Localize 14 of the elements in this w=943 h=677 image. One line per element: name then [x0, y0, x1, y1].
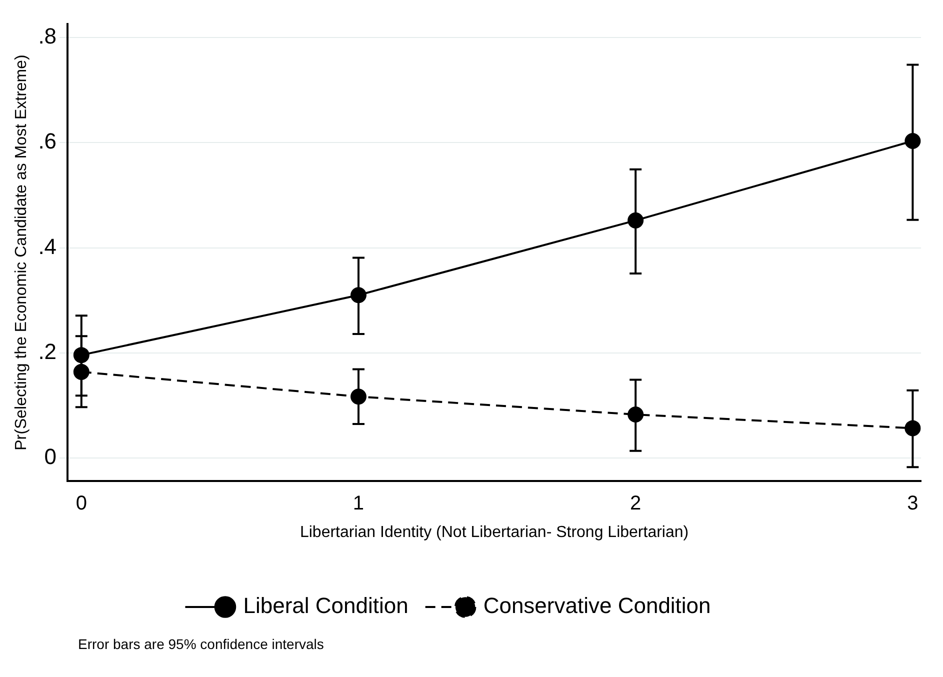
y-tick-label: 0 — [44, 444, 57, 470]
x-axis-title: Libertarian Identity (Not Libertarian- Strong Libertarian) — [300, 524, 689, 541]
x-tick-label: 1 — [352, 492, 364, 514]
y-tick-label: .4 — [38, 234, 57, 259]
legend-label: Liberal Condition — [243, 593, 408, 618]
y-axis-title: Pr(Selecting the Economic Candidate as Most Extreme) — [13, 54, 30, 450]
y-tick-label: .6 — [38, 128, 57, 154]
text: Error bars are 95% confidence intervals — [78, 636, 325, 652]
x-tick-label: 0 — [76, 492, 87, 514]
x-tick-label: 3 — [907, 492, 918, 514]
y-tick-label: .8 — [38, 23, 57, 48]
y-tick-label: .2 — [38, 339, 57, 364]
x-tick-label: 2 — [630, 492, 642, 514]
legend-label: Conservative Condition — [483, 593, 711, 618]
